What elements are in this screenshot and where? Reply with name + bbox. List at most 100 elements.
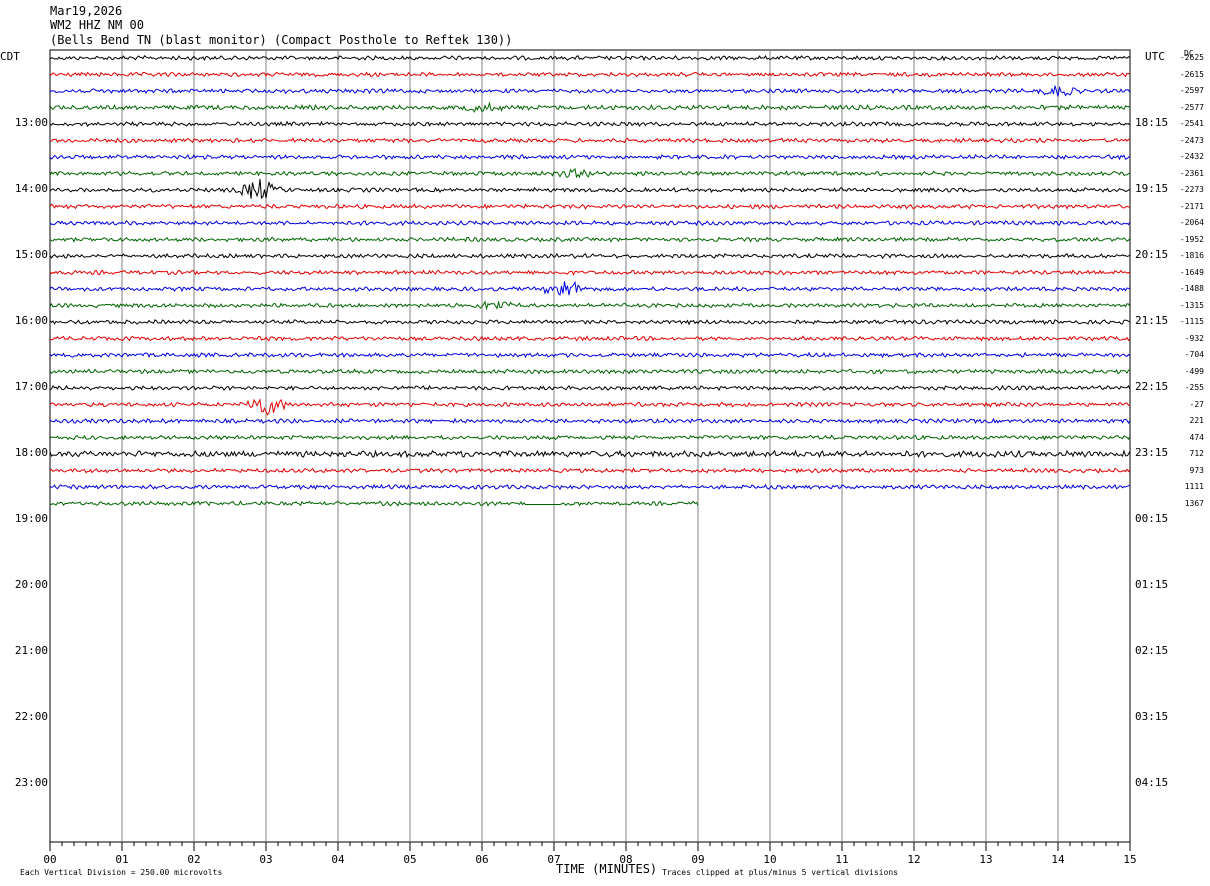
clip-note: Traces clipped at plus/minus 5 vertical … — [662, 868, 899, 877]
left-hour-label: 21:00 — [14, 644, 48, 657]
right-hour-label: 01:15 — [1135, 578, 1169, 591]
seismic-trace — [49, 483, 1131, 491]
x-tick-label: 03 — [259, 853, 272, 866]
seismic-trace — [49, 280, 1131, 296]
left-hour-label: 13:00 — [14, 116, 48, 129]
left-hour-label: 19:00 — [14, 512, 48, 525]
right-hour-label: 03:15 — [1135, 710, 1169, 723]
x-tick-label: 08 — [619, 853, 632, 866]
x-tick-label: 05 — [403, 853, 416, 866]
seismic-trace — [49, 203, 1131, 210]
dc-offset-label: -932 — [1184, 333, 1204, 343]
seismic-trace — [49, 179, 1131, 200]
dc-offset-label: 474 — [1189, 432, 1204, 442]
dc-offset-label: 1367 — [1184, 498, 1204, 508]
seismic-trace — [49, 54, 1131, 62]
x-tick-label: 00 — [43, 853, 56, 866]
dc-offset-label: -27 — [1189, 399, 1204, 409]
seismic-trace — [49, 269, 1131, 276]
seismic-trace — [49, 167, 1131, 179]
x-tick-label: 06 — [475, 853, 488, 866]
x-tick-label: 01 — [115, 853, 128, 866]
dc-offset-label: -2361 — [1179, 168, 1204, 178]
dc-offset-label: 712 — [1189, 449, 1204, 458]
x-tick-label: 04 — [331, 853, 345, 866]
x-tick-label: 12 — [907, 853, 920, 866]
seismic-trace — [49, 236, 1131, 243]
left-hour-label: 23:00 — [14, 776, 48, 789]
dc-offset-label: -255 — [1184, 383, 1204, 392]
dc-offset-label: -2577 — [1179, 102, 1204, 112]
right-hour-label: 18:15 — [1135, 116, 1169, 129]
seismic-trace — [49, 252, 1131, 260]
x-tick-label: 14 — [1051, 853, 1065, 866]
dc-offset-label: -2064 — [1179, 218, 1204, 227]
dc-offset-label: -2615 — [1179, 69, 1204, 79]
seismic-trace — [49, 500, 699, 507]
dc-offset-label: -499 — [1184, 366, 1204, 376]
left-hour-label: 15:00 — [14, 248, 48, 261]
dc-offset-label: -2171 — [1179, 201, 1204, 211]
station-description: (Bells Bend TN (blast monitor) (Compact … — [50, 33, 513, 47]
dc-offset-label: -1115 — [1179, 317, 1204, 326]
seismic-trace — [49, 300, 1131, 311]
scale-note: Each Vertical Division = 250.00 microvol… — [20, 868, 223, 877]
dc-offset-label: -2541 — [1179, 119, 1204, 128]
right-hour-label: 00:15 — [1135, 512, 1169, 525]
dc-offset-label: -2597 — [1179, 86, 1204, 95]
dc-offset-label: -2473 — [1179, 135, 1204, 145]
seismic-trace — [49, 71, 1131, 78]
seismic-trace — [49, 351, 1131, 359]
seismic-trace — [49, 417, 1131, 425]
dc-offset-label: 1111 — [1184, 482, 1204, 491]
dc-offset-label: 221 — [1189, 416, 1204, 425]
right-hour-label: 22:15 — [1135, 380, 1169, 393]
dc-offset-label: -1315 — [1179, 300, 1204, 310]
right-hour-label: 04:15 — [1135, 776, 1169, 789]
left-hour-label: 14:00 — [14, 182, 48, 195]
seismic-trace — [49, 434, 1131, 441]
seismic-trace — [49, 467, 1131, 474]
dc-offset-label: -2625 — [1179, 53, 1204, 62]
station-code: WM2 HHZ NM 00 — [50, 18, 144, 32]
left-hour-label: 17:00 — [14, 380, 48, 393]
plot-frame — [49, 49, 1131, 843]
seismic-trace — [49, 398, 1131, 416]
dc-offset-label: -1488 — [1179, 284, 1204, 293]
left-hour-label: 20:00 — [14, 578, 48, 591]
right-hour-label: 23:15 — [1135, 446, 1169, 459]
dc-offset-label: -2273 — [1179, 185, 1204, 194]
left-timezone-label: CDT — [0, 50, 20, 63]
dc-label: DC — [1184, 49, 1194, 58]
seismic-trace — [49, 219, 1131, 227]
x-tick-label: 02 — [187, 853, 200, 866]
right-timezone-label: UTC — [1145, 50, 1165, 63]
dc-offset-label: 973 — [1189, 465, 1204, 475]
x-tick-label: 10 — [763, 853, 776, 866]
x-axis-label: TIME (MINUTES) — [556, 862, 658, 876]
x-tick-label: 11 — [835, 853, 848, 866]
dc-offset-label: -704 — [1184, 350, 1204, 359]
seismic-trace — [49, 335, 1131, 342]
dc-offset-label: -1816 — [1179, 251, 1204, 260]
right-hour-label: 19:15 — [1135, 182, 1169, 195]
right-hour-label: 21:15 — [1135, 314, 1169, 327]
dc-offset-label: -1952 — [1179, 234, 1204, 244]
seismic-trace — [49, 137, 1131, 144]
left-hour-label: 18:00 — [14, 446, 48, 459]
dc-offset-label: -1649 — [1179, 267, 1204, 277]
seismic-trace — [49, 154, 1131, 161]
seismic-trace — [49, 449, 1131, 459]
x-tick-label: 07 — [547, 853, 560, 866]
x-tick-label: 13 — [979, 853, 992, 866]
seismic-trace — [49, 368, 1131, 375]
seismic-trace — [49, 101, 1131, 114]
seismic-trace — [49, 318, 1131, 326]
seismic-trace — [49, 120, 1131, 127]
left-hour-label: 16:00 — [14, 314, 48, 327]
right-hour-label: 20:15 — [1135, 248, 1169, 261]
date-title: Mar19,2026 — [50, 4, 123, 18]
dc-offset-label: -2432 — [1179, 152, 1204, 161]
left-hour-label: 22:00 — [14, 710, 48, 723]
